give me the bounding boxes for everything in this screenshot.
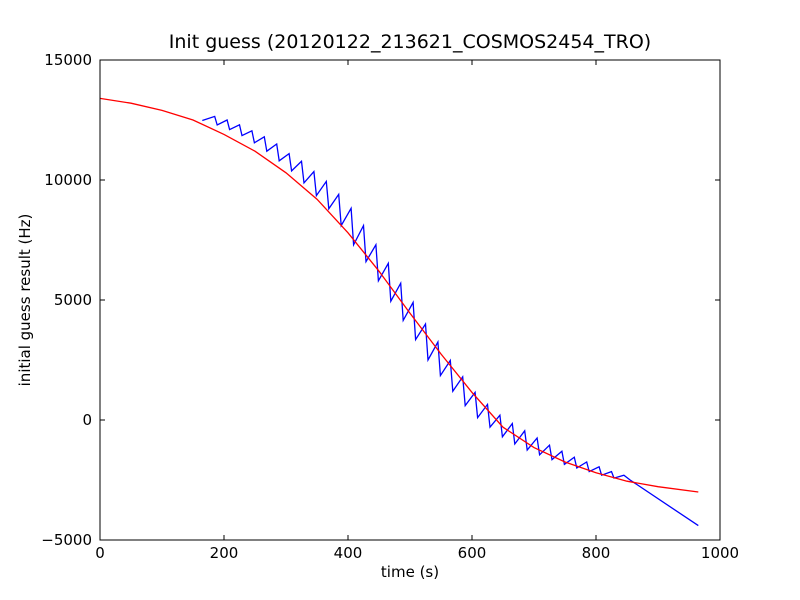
x-axis-label: time (s) bbox=[381, 563, 439, 581]
chart-title: Init guess (20120122_213621_COSMOS2454_T… bbox=[169, 31, 651, 53]
y-axis-label: initial guess result (Hz) bbox=[16, 214, 34, 387]
series-line-1 bbox=[202, 115, 699, 527]
y-tick-label: 5000 bbox=[54, 291, 92, 309]
y-tick-label: 0 bbox=[82, 411, 92, 429]
plot-frame bbox=[99, 59, 721, 541]
x-tick-label: 400 bbox=[334, 544, 363, 562]
plot-area bbox=[100, 97, 699, 527]
series-line-2 bbox=[100, 97, 699, 493]
x-tick-label: 800 bbox=[582, 544, 611, 562]
y-tick-label: 15000 bbox=[44, 51, 92, 69]
x-tick-label: 200 bbox=[210, 544, 239, 562]
x-tick-label: 0 bbox=[95, 544, 105, 562]
y-tick-label: 10000 bbox=[44, 171, 92, 189]
y-tick-label: −5000 bbox=[41, 531, 92, 549]
x-tick-label: 600 bbox=[458, 544, 487, 562]
x-tick-label: 1000 bbox=[701, 544, 739, 562]
